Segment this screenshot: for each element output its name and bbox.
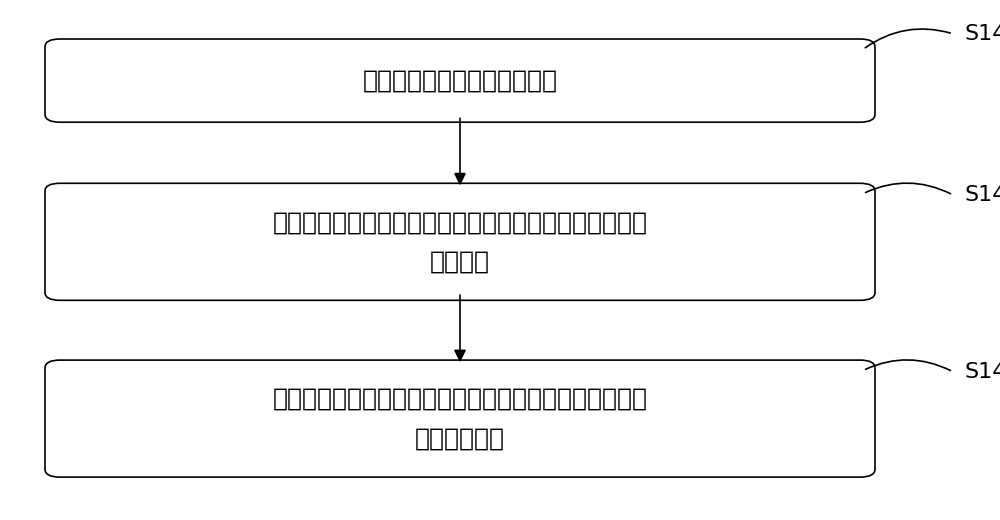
Text: S141: S141 — [965, 24, 1000, 44]
Text: 将所述辅助信号输入至所述潜水器中，获得所述潜水器的
输出结果: 将所述辅助信号输入至所述潜水器中，获得所述潜水器的 输出结果 — [272, 210, 648, 274]
Text: S142: S142 — [965, 185, 1000, 205]
FancyBboxPatch shape — [45, 360, 875, 477]
Text: 构建最小错误率的贝叶斯模型: 构建最小错误率的贝叶斯模型 — [362, 69, 558, 93]
FancyBboxPatch shape — [45, 184, 875, 301]
FancyBboxPatch shape — [45, 39, 875, 122]
Text: 将所述输出结果带入所述贝叶斯模型，得到所述潜水器的
故障诊断结果: 将所述输出结果带入所述贝叶斯模型，得到所述潜水器的 故障诊断结果 — [272, 387, 648, 450]
Text: S143: S143 — [965, 362, 1000, 382]
